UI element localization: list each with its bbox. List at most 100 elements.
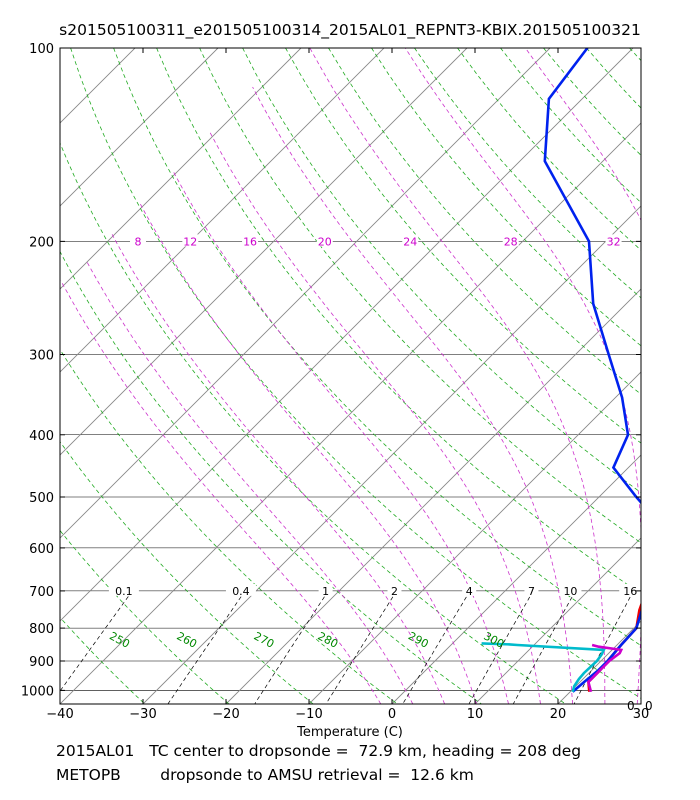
moist-adiabat-line (209, 131, 541, 704)
dry-adiabat-line (60, 142, 566, 704)
y-tick-label: 300 (29, 348, 54, 363)
x-tick-label: −40 (46, 707, 73, 722)
moist-adiabat-label-bg (182, 234, 199, 247)
moist-adiabat-label: 24 (403, 235, 417, 248)
mixing-ratio-label: 10 (563, 585, 577, 598)
sounding-line-2 (543, 48, 641, 693)
y-tick-label: 500 (29, 491, 54, 506)
mixing-ratio-label-bg (318, 583, 333, 596)
x-axis-label: Temperature (C) (296, 725, 403, 740)
mixing-ratio-line (254, 590, 329, 704)
plot-frame (59, 47, 642, 705)
y-tick-label: 800 (29, 622, 54, 637)
moist-adiabat-lines (60, 48, 700, 704)
y-tick-label: 700 (29, 585, 54, 600)
mixing-ratio-label-bg (387, 583, 402, 596)
moist-adiabat-line (671, 48, 700, 704)
mixing-ratio-line (512, 590, 576, 704)
moist-adiabat-label-bg (605, 234, 622, 247)
mixing-ratio-line (573, 590, 634, 704)
mixing-ratio-label: 0.1 (115, 585, 133, 598)
moist-adiabat-line (86, 261, 414, 704)
moist-adiabat-line (252, 86, 573, 704)
mixing-ratio-label: 2 (391, 585, 398, 598)
dry-adiabat-line (371, 48, 641, 347)
isotherm-line (60, 48, 302, 290)
isotherm-line (308, 371, 641, 704)
x-tick-label: 10 (467, 707, 484, 722)
moist-adiabat-line (404, 48, 641, 704)
x-tick-label: 0 (388, 707, 396, 722)
y-tick-label: 1000 (21, 684, 54, 699)
mixing-ratio-label: 0.4 (232, 585, 250, 598)
isotherm-line (60, 48, 634, 622)
mixing-ratio-label-bg (108, 583, 139, 596)
y-tick-label: 900 (29, 655, 54, 670)
moist-adiabat-label: 8 (135, 235, 142, 248)
moist-adiabat-line (111, 234, 446, 704)
sounding-profiles (481, 48, 641, 693)
sounding-line-4 (586, 643, 624, 693)
dry-adiabat-line (60, 250, 482, 704)
isotherm-line (391, 454, 641, 704)
moist-adiabat-label: 12 (183, 235, 197, 248)
x-tick-label: 20 (550, 707, 567, 722)
isotherm-line (60, 48, 385, 373)
y-tick-label: 100 (29, 42, 54, 57)
isotherm-line (0, 48, 52, 704)
moist-adiabat-label: 28 (504, 235, 518, 248)
mixing-ratio-label-bg (462, 583, 477, 596)
mixing-ratio-label-bg (524, 583, 539, 596)
dry-adiabat-line (60, 348, 398, 704)
mixing-ratio-line (60, 590, 133, 692)
chart-title: s201505100311_e201505100314_2015AL01_REP… (59, 21, 641, 39)
y-tick-label: 400 (29, 429, 54, 444)
x-tick-label: −30 (129, 707, 156, 722)
footer-line-1: 2015AL01 TC center to dropsonde = 72.9 k… (56, 742, 582, 760)
isotherm-line (60, 48, 551, 539)
isotherm-line (225, 288, 641, 704)
dry-adiabat-line (60, 441, 314, 704)
mixing-ratio-label: 16 (623, 585, 637, 598)
isotherm-line (60, 48, 468, 456)
moist-adiabat-label: 20 (318, 235, 332, 248)
mixing-ratio-label: 4 (466, 585, 473, 598)
x-tick-label: 30 (633, 707, 650, 722)
corner-label: 0 (645, 699, 653, 713)
dry-adiabat-lines (60, 48, 700, 704)
footer-line-2: METOPB dropsonde to AMSU retrieval = 12.… (56, 766, 474, 784)
dry-adiabat-line (199, 48, 641, 544)
x-tick-label: −20 (212, 707, 239, 722)
moist-adiabat-line (140, 203, 477, 704)
x-tick-label: −10 (295, 707, 322, 722)
mixing-ratio-label: 1 (322, 585, 329, 598)
moist-adiabat-line (172, 170, 509, 704)
moist-adiabat-label-bg (130, 234, 147, 247)
dry-adiabat-line (113, 48, 641, 647)
moist-adiabat-label-bg (402, 234, 419, 247)
dry-adiabat-line (328, 48, 641, 395)
y-tick-label: 600 (29, 542, 54, 557)
y-tick-label: 200 (29, 235, 54, 250)
mixing-ratio-line (325, 590, 397, 704)
sounding-line-3 (481, 642, 606, 693)
isotherm-line (60, 48, 219, 207)
mixing-ratio-label-bg (619, 583, 642, 596)
moist-adiabat-label-bg (502, 234, 519, 247)
mixing-ratio-line (402, 590, 471, 704)
mixing-ratio-line (468, 590, 534, 704)
dry-adiabat-line (60, 616, 146, 704)
mixing-ratio-label-bg (559, 583, 582, 596)
isotherm-line (60, 122, 641, 704)
dry-adiabat-line (673, 48, 700, 704)
isotherm-line (640, 703, 641, 704)
dry-adiabat-line (60, 702, 61, 704)
isotherm-line (474, 537, 641, 704)
mixing-ratio-lines (60, 590, 634, 704)
moist-adiabat-line (309, 48, 606, 704)
moist-adiabat-label: 32 (607, 235, 621, 248)
moist-adiabat-label-bg (242, 234, 259, 247)
moist-adiabat-label: 16 (243, 235, 257, 248)
